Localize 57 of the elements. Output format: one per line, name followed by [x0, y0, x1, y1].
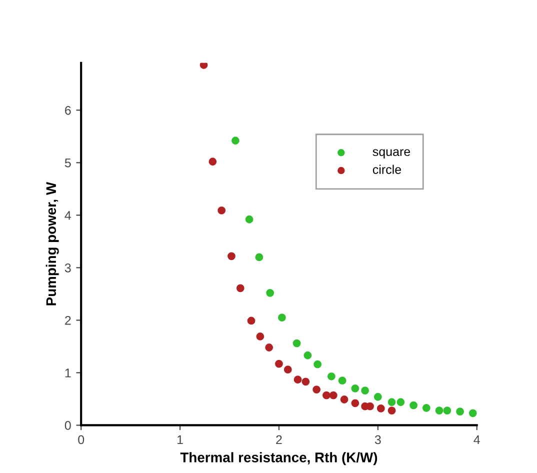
x-tick-label: 0	[78, 435, 84, 444]
point	[208, 158, 217, 166]
point	[388, 406, 396, 414]
point	[245, 215, 254, 224]
legend-label: square	[372, 149, 410, 159]
point	[266, 288, 274, 297]
point	[275, 360, 283, 368]
y-tick-label: 0	[64, 421, 71, 430]
x-tick-label: 3	[374, 435, 381, 444]
point	[278, 314, 286, 322]
point	[294, 376, 302, 384]
point	[255, 253, 264, 262]
point	[374, 392, 382, 401]
point	[338, 376, 346, 385]
point	[443, 406, 452, 414]
point	[388, 398, 396, 406]
x-tick-label: 4	[474, 435, 480, 444]
point	[302, 378, 310, 386]
point	[200, 62, 208, 69]
y-tick-label: 1	[65, 368, 71, 378]
y-tick-label: 2	[65, 316, 71, 325]
point	[468, 409, 477, 418]
point	[366, 402, 374, 410]
point	[396, 398, 405, 406]
point	[218, 206, 226, 214]
point	[265, 344, 274, 352]
point	[361, 386, 370, 395]
point	[228, 252, 236, 260]
point	[329, 391, 338, 400]
point	[327, 372, 336, 380]
y-tick-label: 3	[64, 264, 71, 272]
point	[340, 396, 348, 404]
point	[435, 406, 444, 414]
point	[322, 391, 330, 400]
point	[410, 401, 418, 410]
point	[376, 404, 385, 412]
legend-label: circle	[372, 164, 402, 174]
x-axis-title: Thermal resistance, Rth (K/W)	[180, 452, 378, 466]
point	[304, 351, 312, 360]
point	[314, 360, 322, 368]
point	[231, 136, 240, 145]
point	[247, 316, 256, 325]
point	[456, 408, 464, 416]
x-tick-label: 1	[178, 435, 183, 444]
point	[351, 399, 360, 408]
y-axis-title: Pumping power, W	[46, 182, 59, 306]
point	[312, 386, 321, 394]
point	[284, 366, 292, 374]
y-tick-label: 4	[64, 211, 71, 220]
point	[422, 404, 430, 412]
point	[292, 339, 301, 348]
y-tick-label: 6	[65, 106, 71, 115]
y-tick-label: 5	[64, 158, 71, 168]
point	[351, 384, 360, 392]
point	[236, 284, 244, 292]
x-tick-label: 2	[276, 435, 282, 444]
point	[256, 332, 264, 340]
